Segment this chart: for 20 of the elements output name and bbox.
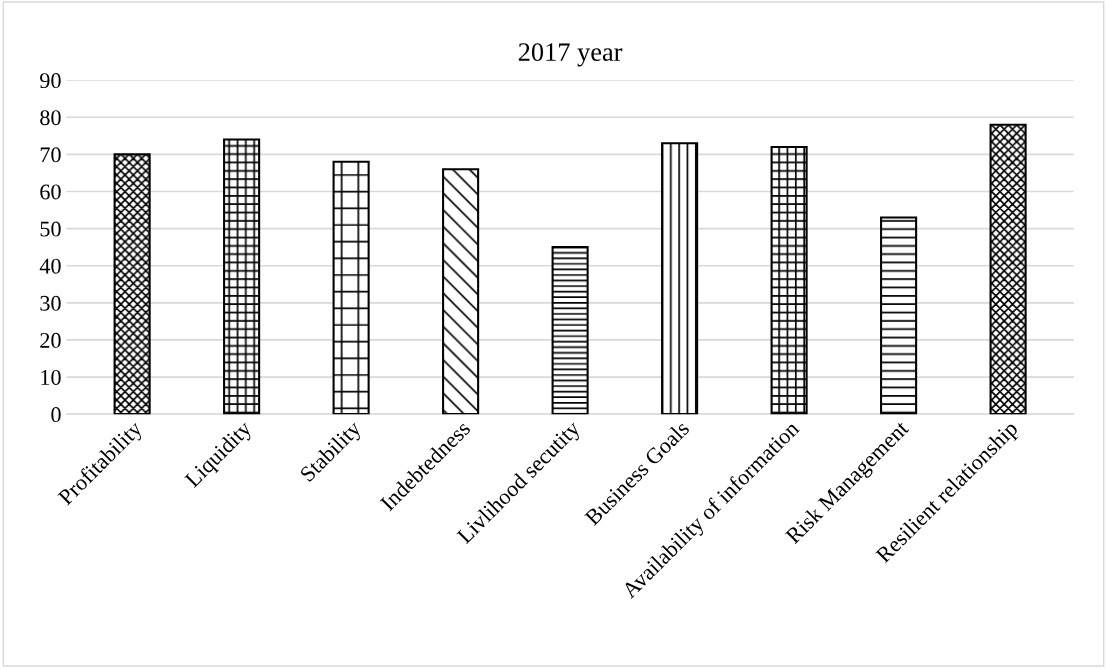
y-tick-label: 70 (40, 147, 61, 163)
bar (113, 153, 151, 415)
bar (989, 123, 1027, 415)
y-tick-label: 10 (41, 369, 61, 385)
bar (661, 142, 699, 415)
chart-title: 2017 year (518, 43, 623, 67)
bar (332, 160, 370, 415)
bar (223, 138, 261, 415)
y-tick-label: 30 (40, 295, 61, 311)
bar (880, 216, 918, 415)
y-tick-label: 50 (40, 221, 61, 237)
y-tick-label: 90 (40, 73, 61, 89)
y-tick-label: 20 (40, 332, 61, 348)
y-tick-label: 60 (40, 184, 61, 200)
y-tick-label: 80 (40, 110, 61, 126)
bar (551, 246, 589, 415)
bar (442, 168, 480, 415)
y-tick-label: 40 (39, 258, 61, 274)
y-tick-label: 0 (51, 407, 61, 423)
bar (770, 145, 808, 415)
